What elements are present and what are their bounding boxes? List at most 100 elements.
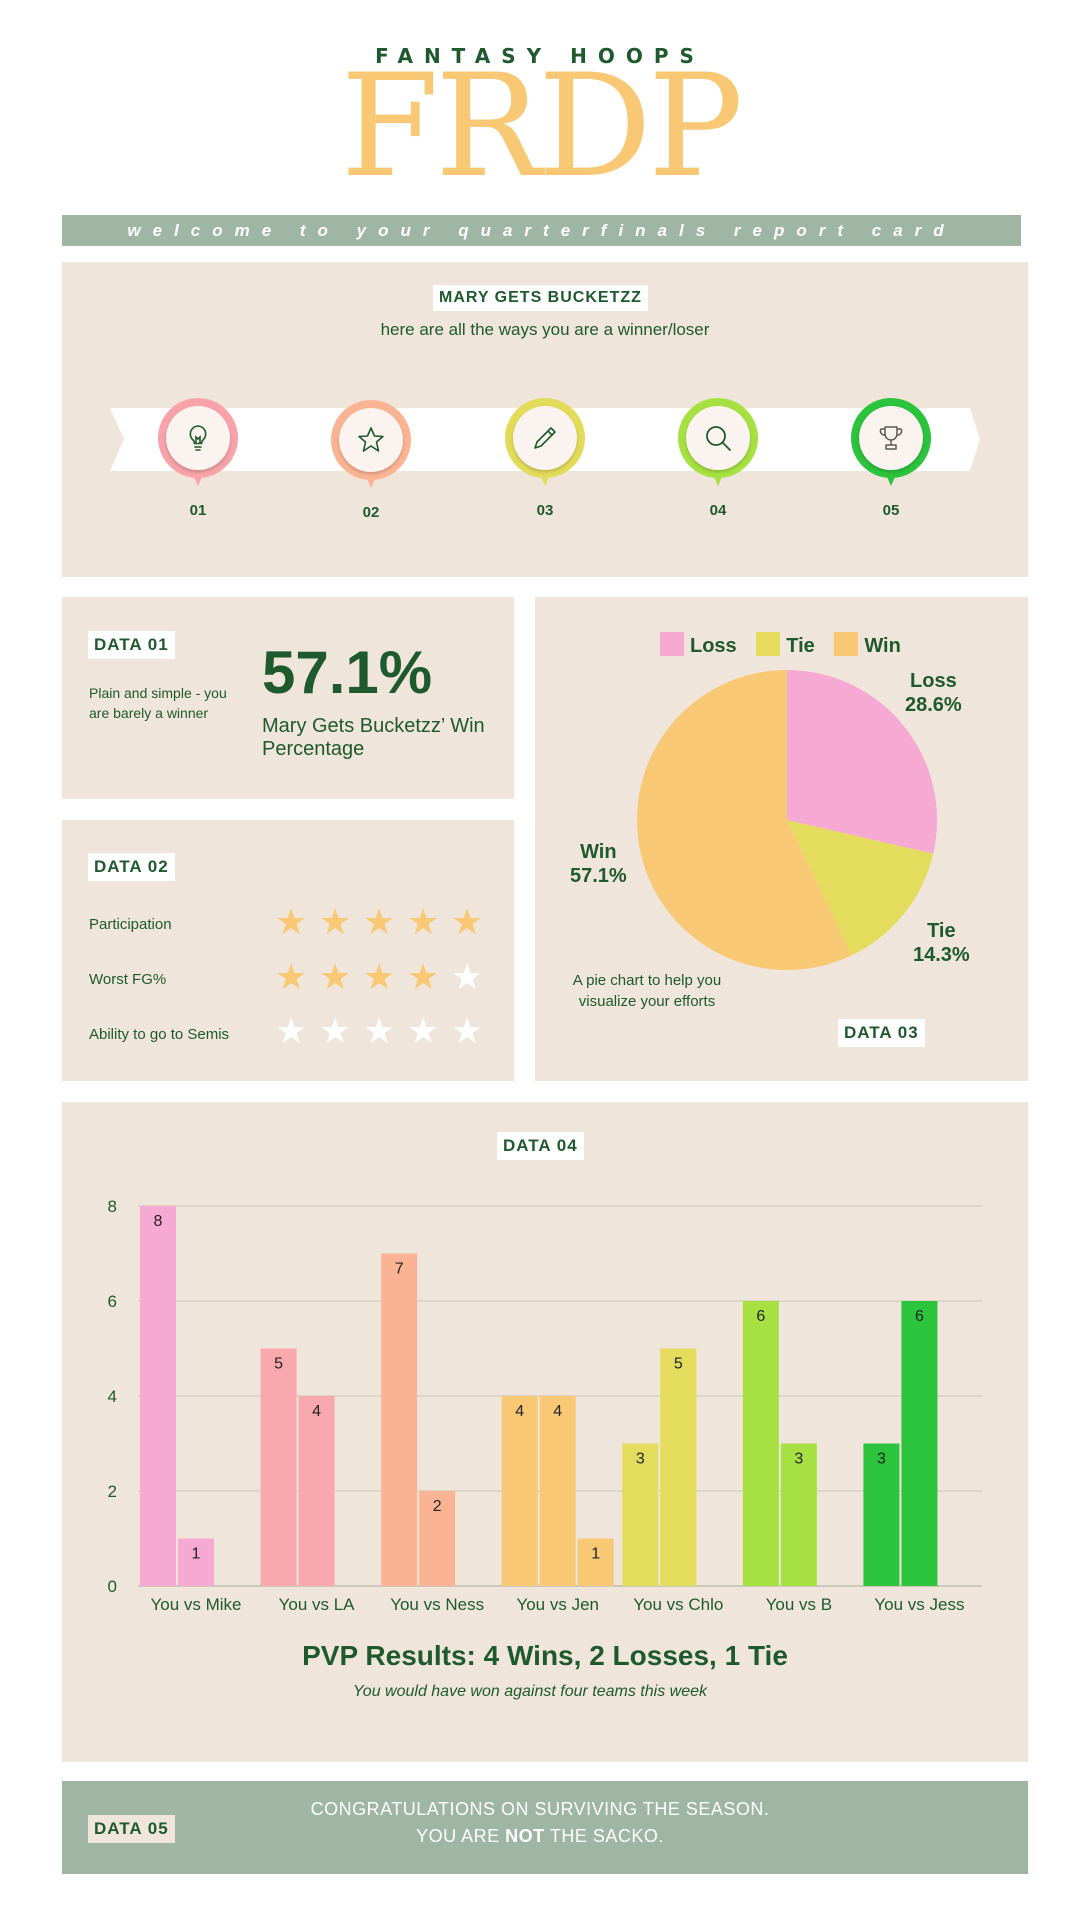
- team-name: MARY GETS BUCKETZZ: [433, 285, 648, 311]
- data03-tag: DATA 03: [838, 1019, 925, 1047]
- legend-label-loss: Loss: [690, 635, 737, 657]
- star-empty-icon: ★: [319, 1010, 352, 1051]
- bar-data-label: 7: [395, 1261, 404, 1278]
- step-03-number: 03: [536, 502, 554, 519]
- pie-slice-win: [637, 670, 852, 970]
- star-empty-icon: ★: [275, 1010, 308, 1051]
- bar-data-label: 3: [636, 1451, 645, 1468]
- legend-swatch-win: [834, 632, 859, 656]
- closing-line-1: CONGRATULATIONS ON SURVIVING THE SEASON.: [310, 1799, 770, 1819]
- bar-data-label: 2: [433, 1498, 442, 1515]
- pie-label-tie: Tie 14.3%: [913, 920, 970, 966]
- bar: [178, 1538, 214, 1586]
- bar-data-label: 4: [553, 1403, 562, 1420]
- bar: [742, 1301, 779, 1586]
- step-03-tip: [537, 468, 553, 486]
- legend-swatch-tie: [756, 632, 781, 656]
- bar: [660, 1348, 697, 1586]
- bar: [381, 1253, 418, 1586]
- bar-data-label: 1: [192, 1546, 201, 1563]
- legend-swatch-loss: [660, 632, 684, 656]
- y-tick-label: 6: [108, 1292, 117, 1311]
- step-04-tip: [710, 468, 726, 486]
- pie-chart: [637, 670, 937, 970]
- star-filled-icon: ★: [319, 901, 352, 942]
- bar: [622, 1443, 659, 1586]
- pie-slice-tie: [787, 820, 934, 956]
- step-01: 01: [158, 398, 238, 519]
- legend-label-win: Win: [864, 635, 901, 657]
- bar-data-label: 3: [794, 1451, 803, 1468]
- bar: [298, 1396, 335, 1586]
- win-percentage-caption: Mary Gets Bucketzz’ Win Percentage: [262, 715, 485, 760]
- data04-tag: DATA 04: [497, 1132, 584, 1160]
- pie-note: A pie chart to help you visualize your e…: [572, 972, 722, 1010]
- data01-tag: DATA 01: [88, 631, 175, 659]
- y-tick-label: 2: [108, 1482, 117, 1501]
- step-02-tip: [363, 470, 379, 488]
- star-empty-icon: ★: [451, 1010, 484, 1051]
- star-filled-icon: ★: [363, 956, 396, 997]
- bar-data-label: 5: [274, 1356, 283, 1373]
- pie-legend: Loss Tie Win: [660, 632, 915, 658]
- x-tick-label: You vs Jess: [874, 1595, 964, 1614]
- x-tick-label: You vs B: [766, 1595, 832, 1614]
- bar: [260, 1348, 297, 1586]
- bar-data-label: 8: [154, 1213, 163, 1230]
- x-tick-label: You vs LA: [279, 1595, 356, 1614]
- star-filled-icon: ★: [407, 956, 440, 997]
- step-02-number: 02: [362, 504, 380, 521]
- data05-panel: [62, 1781, 1028, 1874]
- bar-data-label: 5: [674, 1356, 683, 1373]
- x-tick-label: You vs Chlo: [633, 1595, 723, 1614]
- pie-label-win: Win 57.1%: [570, 841, 627, 887]
- step-01-number: 01: [189, 502, 207, 519]
- pencil-icon: [534, 427, 556, 449]
- star-filled-icon: ★: [407, 901, 440, 942]
- trophy-icon: [879, 426, 903, 450]
- rating-stars-semis: ★ ★ ★ ★ ★: [275, 1013, 495, 1049]
- bar-data-label: 1: [591, 1546, 600, 1563]
- data05-tag: DATA 05: [88, 1815, 175, 1843]
- search-icon: [706, 426, 731, 451]
- rating-label-participation: Participation: [89, 916, 172, 933]
- bar: [577, 1538, 614, 1586]
- bar-data-label: 4: [515, 1403, 524, 1420]
- star-filled-icon: ★: [275, 956, 308, 997]
- pie-label-loss: Loss 28.6%: [905, 670, 962, 716]
- legend-item-win: Win: [834, 632, 901, 657]
- star-filled-icon: ★: [451, 901, 484, 942]
- rating-stars-participation: ★ ★ ★ ★ ★: [275, 904, 495, 940]
- closing-message: CONGRATULATIONS ON SURVIVING THE SEASON.…: [240, 1796, 840, 1850]
- step-04: 04: [678, 398, 758, 519]
- pvp-bar-chart: 0 2 4 6 8 8 1 You vs Mike 5 4 You vs LA 7 2 You vs Ne…: [108, 1197, 982, 1614]
- step-03: 03: [505, 398, 585, 519]
- star-icon: [358, 427, 384, 452]
- bar: [780, 1443, 817, 1586]
- step-05-tip: [883, 468, 899, 486]
- rating-label-semis: Ability to go to Semis: [89, 1026, 230, 1043]
- rating-label-worst-fg: Worst FG%: [89, 971, 167, 988]
- brand-subtitle: FANTASY HOOPS: [375, 44, 705, 68]
- bar: [501, 1396, 538, 1586]
- bar-data-label: 3: [877, 1451, 886, 1468]
- pvp-results-subtitle: You would have won against four teams th…: [353, 1683, 707, 1700]
- bar: [539, 1396, 576, 1586]
- data02-tag: DATA 02: [88, 853, 175, 881]
- star-empty-icon: ★: [407, 1010, 440, 1051]
- rating-stars-worst-fg: ★ ★ ★ ★ ★: [275, 959, 495, 995]
- step-05-number: 05: [882, 502, 900, 519]
- bar: [901, 1301, 938, 1586]
- pvp-results-title: PVP Results: 4 Wins, 2 Losses, 1 Tie: [302, 1640, 788, 1671]
- data01-description: Plain and simple - you are barely a winn…: [89, 685, 227, 721]
- bar-data-label: 6: [915, 1308, 924, 1325]
- step-01-tip: [190, 468, 206, 486]
- x-tick-label: You vs Ness: [390, 1595, 484, 1614]
- bar-data-label: 6: [756, 1308, 765, 1325]
- brand-logo: FRDP: [340, 44, 744, 209]
- step-04-number: 04: [709, 502, 727, 519]
- y-tick-label: 4: [108, 1387, 117, 1406]
- bar: [863, 1443, 900, 1586]
- y-tick-label: 8: [108, 1197, 117, 1216]
- win-percentage-value: 57.1%: [262, 639, 433, 706]
